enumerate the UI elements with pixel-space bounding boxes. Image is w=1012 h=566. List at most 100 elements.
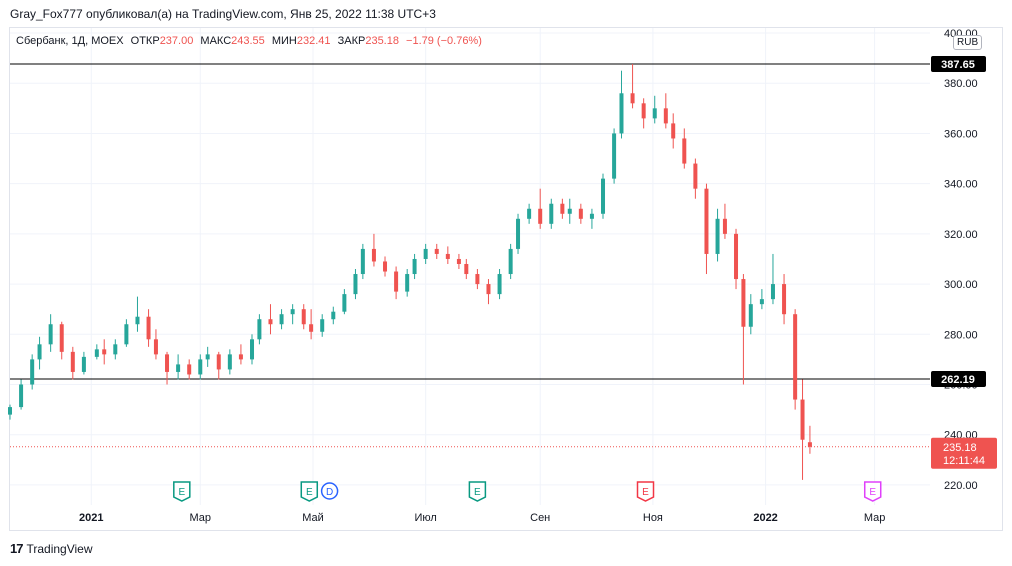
- candle-body: [342, 294, 347, 312]
- candle-body: [394, 271, 399, 292]
- event-letter: E: [474, 487, 481, 498]
- candle-body: [516, 218, 521, 249]
- candle-body: [770, 284, 775, 300]
- candle-body: [693, 163, 698, 189]
- candle-body: [445, 253, 450, 259]
- x-tick-label: 2021: [79, 512, 103, 524]
- candle-body: [682, 138, 687, 164]
- candle-body: [671, 123, 676, 139]
- dividend-circle-icon: [320, 482, 339, 500]
- candle-body: [113, 344, 118, 355]
- candle-body: [30, 359, 35, 385]
- last-price-badge: [931, 437, 997, 469]
- earnings-badge-icon: [173, 481, 191, 502]
- event-letter: D: [326, 487, 333, 498]
- x-tick-label: Сен: [530, 512, 550, 524]
- candle-body: [793, 314, 798, 400]
- footer-brand[interactable]: 17 TradingView: [10, 541, 93, 556]
- candle-body: [549, 203, 554, 224]
- candle-body: [715, 218, 720, 254]
- high-value: 243.55: [231, 35, 265, 47]
- candle-body: [412, 258, 417, 275]
- open-value: 237.00: [159, 35, 194, 47]
- candle-body: [589, 213, 594, 219]
- candle-body: [759, 299, 764, 305]
- x-tick-label: Июл: [414, 512, 436, 524]
- candle-body: [124, 324, 129, 345]
- y-tick-label: 280.00: [944, 329, 978, 341]
- candle-body: [238, 354, 243, 360]
- candle-body: [279, 314, 284, 325]
- high-label: МАКС: [200, 35, 232, 47]
- candle-body: [301, 309, 306, 325]
- candle-body: [475, 274, 480, 285]
- x-tick-label: Ноя: [643, 512, 663, 524]
- candle-body: [456, 258, 461, 264]
- y-tick-label: 220.00: [944, 480, 978, 492]
- candle-body: [227, 354, 232, 370]
- level-badge-label: 387.65: [941, 59, 975, 71]
- event-marker[interactable]: D: [320, 482, 339, 500]
- event-marker[interactable]: E: [863, 481, 882, 502]
- candle-body: [748, 304, 753, 327]
- candle-body: [434, 248, 439, 254]
- candle-body: [320, 319, 325, 332]
- x-tick-label: Мар: [864, 512, 886, 524]
- tradingview-logo-icon: 17: [10, 541, 24, 556]
- time-axis: 2021 Мар Май Июл Сен Ноя 2022 Мар: [79, 512, 885, 524]
- candle-body: [360, 248, 365, 275]
- candle-body: [371, 248, 376, 262]
- candle-body: [102, 349, 107, 355]
- level-badge: [931, 56, 986, 73]
- candle-body: [612, 133, 617, 179]
- candle-body: [257, 319, 262, 340]
- grid-lines: [10, 28, 930, 505]
- y-tick-label: 380.00: [944, 78, 978, 90]
- candle-body: [187, 364, 192, 375]
- candle-body: [290, 309, 295, 315]
- candle-body: [94, 349, 99, 357]
- event-marker[interactable]: E: [636, 481, 655, 502]
- horizontal-levels: [10, 63, 930, 380]
- candle-body: [807, 442, 812, 447]
- event-letter: E: [306, 487, 313, 498]
- x-tick-label: Май: [302, 512, 324, 524]
- candle-body: [205, 354, 210, 360]
- symbol-legend: Сбербанк, 1Д, MOEX ОТКР237.00 МАКС243.55…: [16, 35, 482, 47]
- candle-body: [527, 208, 532, 219]
- event-marker[interactable]: E: [300, 481, 319, 502]
- candle-body: [619, 93, 624, 134]
- candle-body: [48, 324, 53, 345]
- candle-body: [641, 103, 646, 119]
- y-tick-label: 360.00: [944, 128, 978, 140]
- candle-body: [353, 274, 358, 295]
- chart-frame: [9, 27, 1003, 531]
- candle-body: [508, 248, 513, 275]
- currency-badge[interactable]: RUB: [953, 35, 983, 50]
- symbol-name[interactable]: Сбербанк, 1Д, MOEX: [16, 35, 124, 47]
- candle-body: [19, 384, 24, 408]
- candle-body: [578, 208, 583, 219]
- candle-body: [497, 274, 502, 295]
- candle-body: [81, 356, 86, 372]
- candle-body: [153, 339, 158, 355]
- candle-body: [135, 316, 140, 325]
- event-letter: E: [178, 487, 185, 498]
- candle-body: [70, 351, 75, 372]
- event-marker[interactable]: E: [468, 481, 487, 502]
- candle-body: [782, 284, 787, 315]
- candle-body: [405, 274, 410, 292]
- event-marker[interactable]: E: [173, 481, 191, 502]
- candle-body: [37, 344, 42, 360]
- candle-body: [165, 354, 170, 372]
- event-letter: E: [869, 487, 876, 498]
- candle-body: [59, 324, 64, 352]
- y-tick-label: 340.00: [944, 179, 978, 191]
- brand-name: TradingView: [26, 541, 93, 556]
- candle-body: [734, 233, 739, 280]
- candle-body: [309, 324, 314, 332]
- candle-body: [630, 93, 635, 104]
- price-axis: 220.00240.00260.00280.00300.00320.00340.…: [931, 28, 997, 492]
- candle-body: [486, 284, 491, 295]
